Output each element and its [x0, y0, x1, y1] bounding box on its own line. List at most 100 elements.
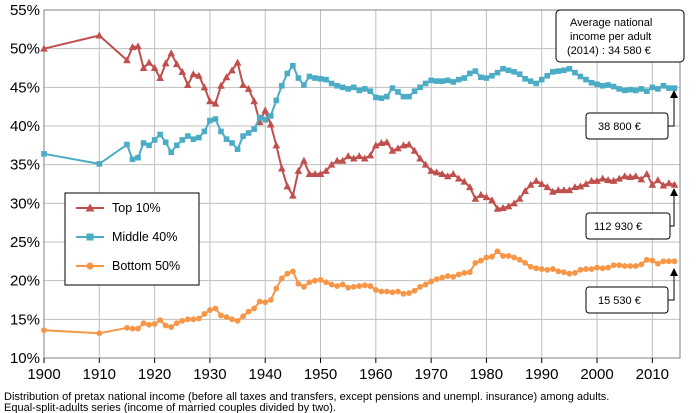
- data-point: [389, 289, 396, 296]
- x-tick-label: 1980: [470, 366, 503, 383]
- data-point: [577, 73, 584, 80]
- data-point: [466, 269, 473, 276]
- data-point: [511, 254, 517, 261]
- legend-item-middle-40: Middle 40%: [76, 230, 177, 244]
- data-point: [593, 176, 601, 184]
- data-point: [522, 259, 529, 266]
- data-point: [516, 256, 523, 263]
- data-point: [173, 320, 180, 327]
- data-point: [356, 87, 363, 94]
- legend-circle-icon: [86, 262, 94, 270]
- data-point: [223, 136, 230, 142]
- data-point: [366, 151, 375, 159]
- data-point: [572, 270, 578, 276]
- data-point: [516, 71, 523, 77]
- data-point: [466, 183, 474, 191]
- x-tick-label: 2000: [580, 366, 613, 383]
- data-point: [500, 253, 506, 259]
- data-point: [610, 83, 617, 90]
- data-point: [417, 283, 423, 290]
- data-point: [433, 276, 440, 283]
- y-tick-label: 35%: [10, 157, 40, 174]
- data-point: [550, 69, 556, 75]
- data-point: [212, 305, 219, 312]
- data-point: [218, 312, 224, 319]
- data-point: [666, 258, 672, 265]
- data-point: [339, 84, 346, 91]
- data-point: [527, 78, 534, 84]
- data-point: [250, 97, 258, 105]
- data-point: [295, 280, 302, 287]
- data-point: [588, 79, 595, 86]
- y-tick-label: 20%: [10, 273, 40, 290]
- series-middle-40: [41, 62, 678, 167]
- data-point: [245, 308, 252, 315]
- x-tick-label: 1930: [193, 366, 226, 383]
- data-point: [179, 317, 186, 324]
- data-point: [129, 325, 136, 332]
- data-point: [411, 287, 418, 294]
- data-point: [378, 95, 385, 101]
- data-point: [566, 270, 573, 277]
- data-point: [549, 266, 556, 272]
- data-point: [223, 314, 230, 320]
- data-point: [572, 69, 578, 76]
- data-point: [305, 169, 314, 177]
- data-point: [515, 194, 524, 202]
- data-point: [522, 76, 528, 82]
- data-point: [222, 73, 231, 81]
- data-point: [609, 176, 618, 184]
- data-point: [196, 134, 202, 141]
- data-point: [439, 78, 445, 84]
- data-point: [444, 273, 451, 279]
- data-point: [395, 89, 401, 95]
- data-point: [599, 265, 606, 272]
- data-point: [135, 154, 141, 161]
- data-point: [135, 325, 141, 332]
- data-point: [399, 141, 408, 149]
- data-point: [659, 181, 668, 189]
- info-box-line-2: income per adult: [570, 31, 651, 43]
- callout-middle-40-arrow: [668, 92, 675, 127]
- data-point: [461, 75, 468, 81]
- data-point: [533, 80, 540, 87]
- data-point: [654, 260, 661, 267]
- data-point: [124, 141, 130, 148]
- data-point: [537, 180, 546, 187]
- data-point: [179, 137, 186, 143]
- data-point: [229, 140, 235, 146]
- y-tick-label: 10%: [10, 350, 40, 367]
- callout-bottom-50-arrow: [668, 270, 675, 301]
- data-point: [454, 174, 463, 182]
- data-point: [615, 174, 623, 182]
- data-point: [583, 266, 589, 272]
- data-point: [134, 42, 142, 50]
- data-point: [560, 186, 568, 194]
- y-tick-label: 55%: [10, 2, 40, 19]
- data-point: [422, 80, 429, 87]
- data-point: [599, 82, 606, 89]
- data-point: [643, 256, 650, 263]
- data-point: [388, 146, 397, 154]
- data-point: [467, 70, 473, 77]
- legend-item-top-10: Top 10%: [76, 201, 161, 215]
- data-point: [173, 142, 180, 149]
- data-point: [228, 66, 236, 74]
- callout-middle-40-label: 38 800 €: [598, 121, 641, 133]
- data-point: [356, 283, 363, 289]
- data-point: [251, 305, 258, 312]
- data-point: [301, 283, 307, 290]
- data-point: [521, 186, 529, 194]
- data-point: [312, 277, 318, 284]
- data-point: [632, 87, 639, 94]
- data-point: [334, 82, 340, 89]
- data-point: [328, 281, 335, 288]
- data-point: [543, 183, 552, 191]
- data-point: [449, 169, 458, 177]
- data-point: [632, 263, 639, 269]
- data-point: [262, 117, 269, 123]
- data-point: [218, 128, 224, 135]
- data-point: [621, 87, 628, 94]
- data-point: [183, 81, 192, 89]
- data-point: [378, 288, 385, 295]
